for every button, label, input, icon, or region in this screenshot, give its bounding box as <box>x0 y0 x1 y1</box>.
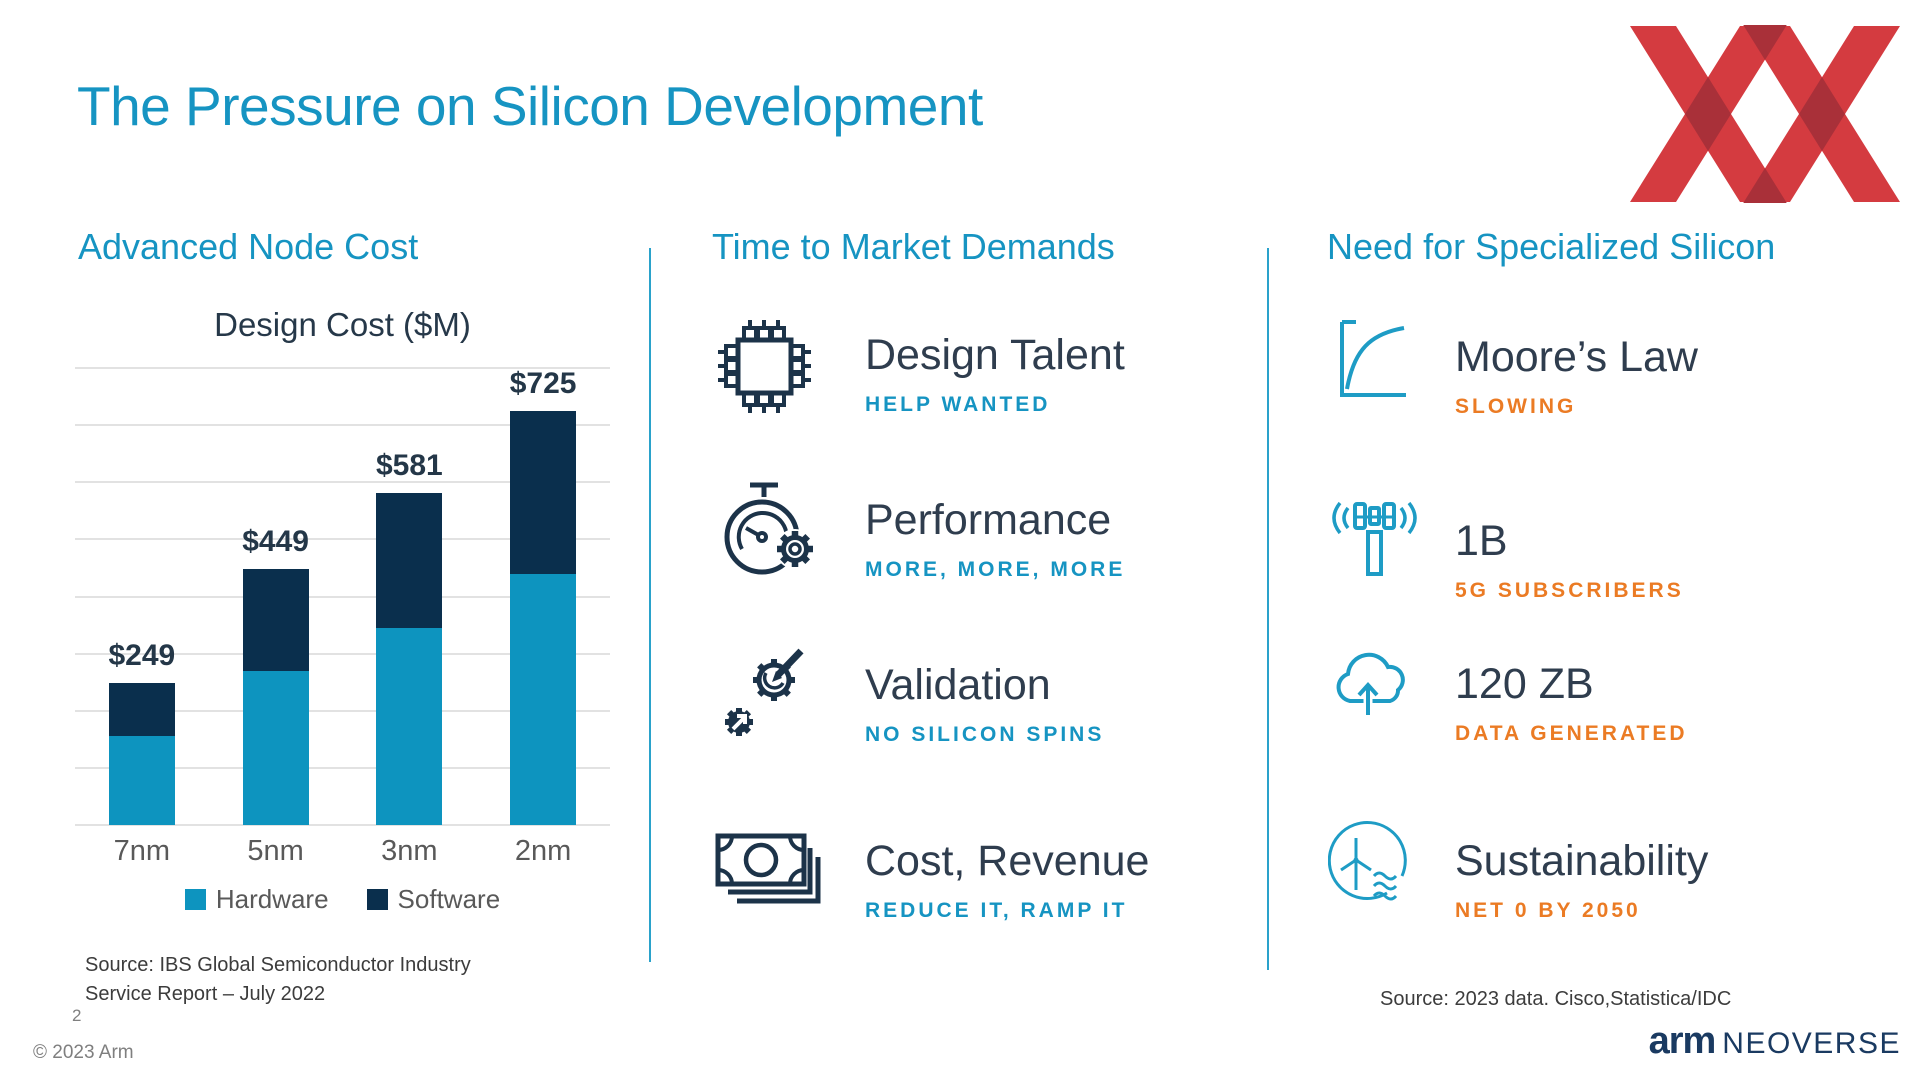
wind-turbine-waves-icon <box>1327 820 1416 915</box>
bar-segment-software <box>376 493 443 628</box>
design-cost-chart: Design Cost ($M) $249 $449 $581 $725 7nm 5nm… <box>75 300 610 924</box>
chart-plot: $249 $449 $581 $725 <box>75 366 610 826</box>
column-divider <box>1267 248 1269 970</box>
item-subtitle: HELP WANTED <box>865 393 1051 417</box>
item-subtitle: NO SILICON SPINS <box>865 723 1105 747</box>
column-divider <box>649 248 651 962</box>
item-subtitle: 5G SUBSCRIBERS <box>1455 579 1684 603</box>
item-title: Moore’s Law <box>1455 333 1698 381</box>
neoverse-wordmark: NEOVERSE <box>1722 1027 1901 1060</box>
heading-need-specialized-silicon: Need for Specialized Silicon <box>1327 226 1776 267</box>
list-item: Design Talent HELP WANTED <box>712 312 1125 424</box>
bar-total-label: $449 <box>242 524 309 558</box>
chart-gridline <box>75 766 610 769</box>
chart-title: Design Cost ($M) <box>214 306 471 343</box>
bar-segment-software <box>510 410 577 574</box>
item-title: Sustainability <box>1455 837 1709 885</box>
chart-gridline <box>75 824 610 826</box>
list-item: 1B 5G SUBSCRIBERS <box>1328 500 1684 603</box>
page-number: 2 <box>72 1006 82 1025</box>
list-item: Cost, Revenue REDUCE IT, RAMP IT <box>712 818 1149 930</box>
bar-total-label: $581 <box>376 449 443 483</box>
x-axis-label: 3nm <box>381 835 438 867</box>
bar-segment-hardware <box>242 670 309 825</box>
arm-neoverse-logo: arm NEOVERSE <box>1649 1020 1901 1063</box>
page-title: The Pressure on Silicon Development <box>77 75 983 137</box>
item-subtitle: REDUCE IT, RAMP IT <box>865 899 1128 923</box>
x-axis-label: 2nm <box>514 835 572 867</box>
item-title: Validation <box>865 661 1051 709</box>
chart-gridline <box>75 709 610 712</box>
arm-wordmark: arm <box>1648 1020 1717 1062</box>
heading-time-to-market-demands: Time to Market Demands <box>712 226 1115 267</box>
heading-advanced-node-cost: Advanced Node Cost <box>78 226 419 267</box>
item-subtitle: DATA GENERATED <box>1455 722 1688 746</box>
x-axis-label: 7nm <box>113 835 171 867</box>
validation-gears-icon <box>712 642 817 754</box>
source-line: Source: IBS Global Semiconductor Industr… <box>85 954 471 976</box>
list-item: 120 ZB DATA GENERATED <box>1328 643 1688 746</box>
arm-xx-logo <box>1630 25 1900 203</box>
cell-tower-icon <box>1328 500 1417 595</box>
chart-category-labels: 7nm 5nm 3nm 2nm <box>75 835 610 868</box>
item-title: 1B <box>1455 517 1508 565</box>
item-subtitle: SLOWING <box>1455 395 1577 419</box>
list-item: Sustainability NET 0 BY 2050 <box>1327 820 1709 923</box>
hardware-swatch <box>184 889 206 910</box>
chart-gridline <box>75 595 610 598</box>
chart-gridline <box>75 538 610 541</box>
right-source-note: Source: 2023 data. Cisco,Statistica/IDC <box>1380 988 1732 1010</box>
list-item: Validation NO SILICON SPINS <box>712 642 1104 754</box>
copyright: © 2023 Arm <box>33 1042 134 1063</box>
legend-item-hardware: Hardware <box>184 884 329 915</box>
bar-total-label: $725 <box>509 366 577 400</box>
stopwatch-gear-icon <box>712 477 817 589</box>
item-title: 120 ZB <box>1455 660 1594 708</box>
source-line: Service Report – July 2022 <box>85 983 326 1005</box>
chip-icon <box>712 312 817 424</box>
chart-gridline <box>75 652 610 655</box>
list-item: Performance MORE, MORE, MORE <box>712 477 1125 589</box>
bar-segment-hardware <box>510 573 577 825</box>
bar-total-label: $249 <box>108 638 176 672</box>
bar-segment-software <box>242 568 309 671</box>
item-title: Performance <box>865 496 1112 544</box>
cloud-upload-icon <box>1328 643 1416 738</box>
legend-label: Software <box>397 884 501 914</box>
x-axis-label: 5nm <box>247 835 304 867</box>
item-subtitle: NET 0 BY 2050 <box>1455 899 1641 923</box>
item-title: Design Talent <box>865 331 1125 379</box>
banknotes-icon <box>712 818 821 930</box>
bar-segment-software <box>108 682 175 737</box>
bar-segment-hardware <box>376 627 443 825</box>
growth-curve-icon <box>1328 316 1416 411</box>
chart-source-note: Source: IBS Global Semiconductor Industr… <box>85 951 471 1009</box>
item-title: Cost, Revenue <box>865 837 1150 885</box>
item-subtitle: MORE, MORE, MORE <box>865 558 1126 582</box>
legend-label: Hardware <box>215 884 329 914</box>
chart-legend: Hardware Software <box>75 884 610 915</box>
software-swatch <box>366 889 388 910</box>
chart-gridline <box>75 481 610 484</box>
list-item: Moore’s Law SLOWING <box>1328 316 1698 419</box>
legend-item-software: Software <box>366 884 501 915</box>
chart-gridline <box>75 424 610 427</box>
bar-segment-hardware <box>108 736 175 825</box>
chart-gridline <box>75 367 610 369</box>
